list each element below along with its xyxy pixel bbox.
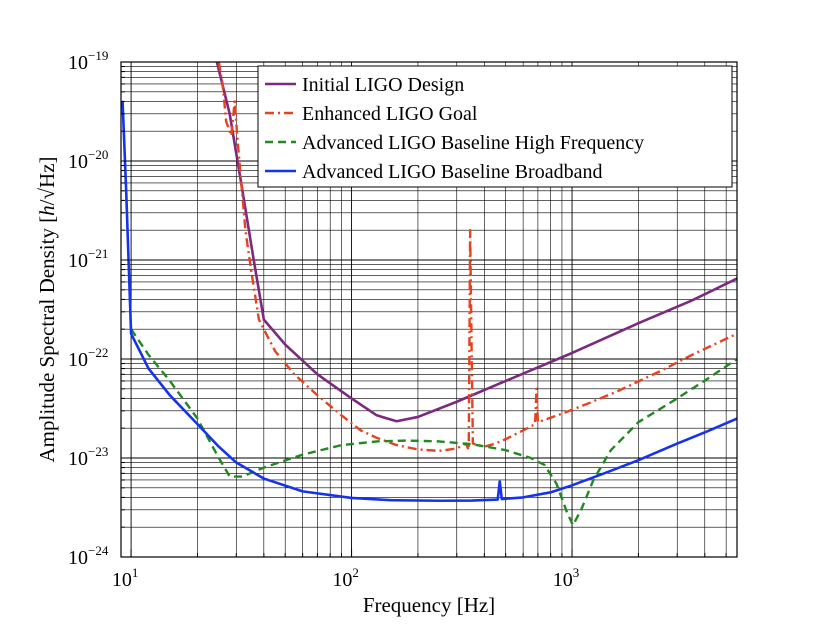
legend-label: Enhanced LIGO Goal	[302, 103, 478, 125]
legend-item: Initial LIGO Design	[265, 74, 464, 96]
x-tick-label: 102	[332, 565, 359, 591]
series-line-2	[217, 62, 737, 453]
x-tick-label: 103	[553, 565, 580, 591]
series-line-4	[121, 101, 737, 503]
legend-item: Advanced LIGO Baseline High Frequency	[265, 132, 644, 154]
y-axis-title-part-2: h	[35, 205, 59, 216]
series-layer	[121, 62, 737, 527]
legend-label: Initial LIGO Design	[302, 74, 464, 96]
tick-marks	[121, 66, 727, 558]
y-tick-label: 10−20	[68, 147, 108, 173]
y-tick-label: 10−24	[68, 543, 109, 569]
y-axis-title-part-1: Amplitude Spectral Density [	[35, 216, 59, 463]
x-axis-title: Frequency [Hz]	[363, 593, 495, 617]
legend-item: Advanced LIGO Baseline Broadband	[265, 161, 602, 183]
legend-items: Initial LIGO Design Enhanced LIGO Goal Adv…	[265, 74, 644, 183]
x-tick-labels: 101 102 103	[112, 565, 579, 591]
series-line-1	[215, 62, 737, 423]
legend-label: Advanced LIGO Baseline High Frequency	[302, 132, 644, 154]
y-tick-label: 10−21	[68, 246, 108, 272]
legend-item: Enhanced LIGO Goal	[265, 103, 478, 125]
plot-frame	[120, 61, 738, 558]
x-tick-label: 101	[112, 565, 139, 591]
y-axis-title-part-3: /√Hz]	[35, 156, 59, 205]
y-tick-label: 10−23	[68, 444, 108, 470]
y-tick-labels: 10−24 10−23 10−22 10−21 10−20 10−19	[68, 48, 109, 569]
y-tick-label: 10−19	[68, 48, 108, 74]
y-tick-label: 10−22	[68, 345, 108, 371]
series-line-3	[130, 328, 737, 527]
y-axis-title: Amplitude Spectral Density [h/√Hz]	[35, 156, 59, 462]
legend-box	[257, 65, 733, 188]
legend: Initial LIGO Design Enhanced LIGO Goal Adv…	[257, 65, 733, 188]
legend-label: Advanced LIGO Baseline Broadband	[302, 161, 602, 183]
